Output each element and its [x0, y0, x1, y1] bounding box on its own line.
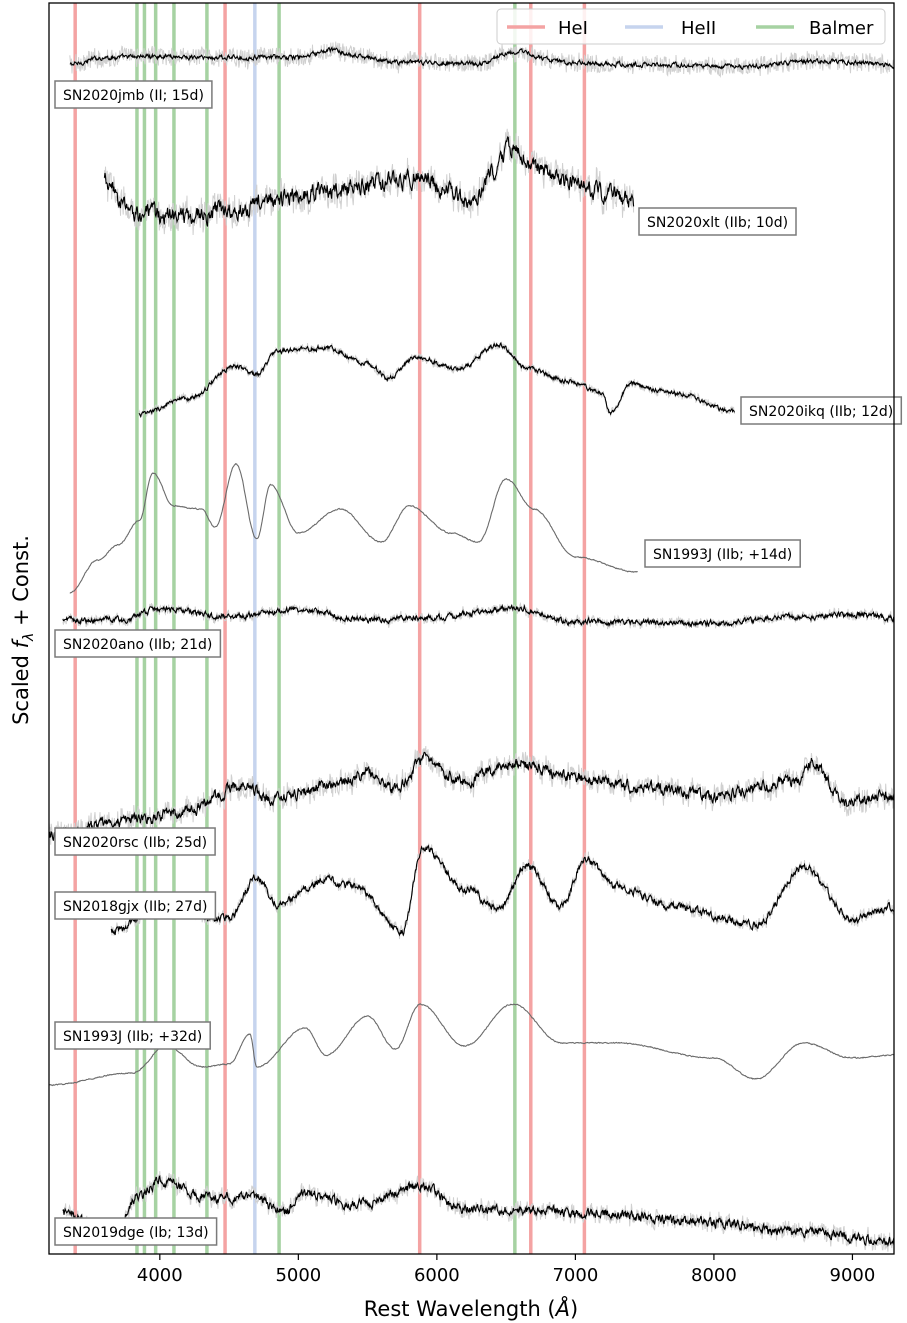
x-tick-label: 6000 — [414, 1265, 460, 1286]
x-tick-label: 7000 — [552, 1265, 598, 1286]
spectrum-label-sn2020xlt: SN2020xlt (IIb; 10d) — [639, 208, 796, 235]
legend-label-balmer: Balmer — [809, 18, 874, 39]
spectrum-label-text: SN2020jmb (II; 15d) — [63, 88, 204, 104]
spectrum-label-text: SN1993J (IIb; +32d) — [63, 1029, 202, 1045]
x-axis-ticks: 4000 5000 6000 7000 8000 9000 — [137, 1254, 875, 1286]
spectrum-label-sn1993j: SN1993J (IIb; +32d) — [55, 1022, 210, 1049]
legend-label-hei: HeI — [558, 18, 588, 39]
y-axis-title: Scaled fλ + Const. — [9, 535, 37, 725]
plot-frame — [49, 3, 894, 1254]
spectrum-label-text: SN1993J (IIb; +14d) — [653, 547, 792, 563]
spectrum-raw-sn2020ikq — [139, 342, 735, 417]
spectrum-label-text: SN2020ano (IIb; 21d) — [63, 637, 212, 653]
x-tick-label: 4000 — [137, 1265, 183, 1286]
x-axis-title: Rest Wavelength (Å) — [364, 1295, 578, 1321]
spectrum-label-text: SN2018gjx (IIb; 27d) — [63, 899, 207, 915]
spectrum-raw-sn2020ano — [63, 603, 894, 629]
x-tick-label: 9000 — [830, 1265, 876, 1286]
spectrum-raw-sn2018gjx — [111, 844, 893, 939]
spectrum-label-text: SN2020xlt (IIb; 10d) — [647, 215, 788, 231]
x-tick-label: 5000 — [275, 1265, 321, 1286]
spectrum-label-text: SN2019dge (Ib; 13d) — [63, 1225, 209, 1241]
x-tick-label: 8000 — [691, 1265, 737, 1286]
spectrum-line-sn2020ano — [63, 606, 894, 627]
legend-label-heii: HeII — [681, 18, 716, 39]
spectrum-label-text: SN2020ikq (IIb; 12d) — [749, 404, 893, 420]
spectrum-label-sn2018gjx: SN2018gjx (IIb; 27d) — [55, 892, 215, 919]
legend: HeI HeII Balmer — [497, 9, 885, 44]
spectrum-labels: SN2020jmb (II; 15d) SN2020xlt (IIb; 10d) S… — [55, 81, 901, 1245]
spectrum-raw-sn2020jmb — [70, 42, 894, 77]
spectrum-label-sn2020ikq: SN2020ikq (IIb; 12d) — [741, 397, 901, 424]
spectrum-label-sn2020ano: SN2020ano (IIb; 21d) — [55, 630, 220, 657]
spectrum-label-sn2019dge: SN2019dge (Ib; 13d) — [55, 1218, 217, 1245]
spectrum-line-sn2020ikq — [139, 343, 735, 417]
spectrum-label-text: SN2020rsc (IIb; 25d) — [63, 835, 207, 851]
spectrum-label-sn1993j: SN1993J (IIb; +14d) — [645, 540, 800, 567]
spectrum-label-sn2020rsc: SN2020rsc (IIb; 25d) — [55, 828, 215, 855]
spectrum-label-sn2020jmb: SN2020jmb (II; 15d) — [55, 81, 212, 108]
